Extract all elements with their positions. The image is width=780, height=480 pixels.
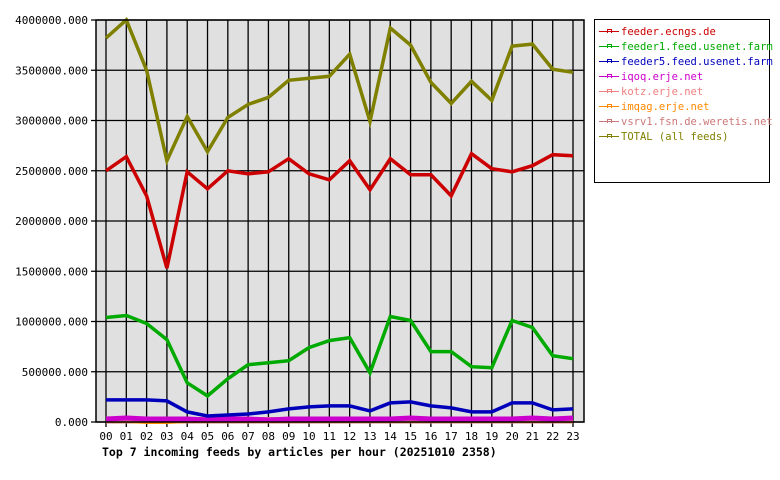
legend-line-marker-icon bbox=[599, 26, 619, 38]
y-tick-label: 2500000.000 bbox=[15, 165, 88, 178]
legend-line-marker-icon bbox=[599, 101, 619, 113]
x-tick-label: 18 bbox=[465, 430, 478, 443]
legend-label: TOTAL (all feeds) bbox=[621, 130, 729, 143]
legend: feeder.ecngs.de feeder1.feed.usenet.farm f… bbox=[594, 19, 773, 183]
x-tick-label: 21 bbox=[526, 430, 539, 443]
y-tick-label: 1000000.000 bbox=[15, 316, 88, 329]
legend-item: vsrv1.fsn.de.weretis.net bbox=[599, 114, 773, 129]
legend-label: feeder1.feed.usenet.farm bbox=[621, 40, 773, 53]
x-axis-labels: 00 01 02 03 04 05 06 07 08 09 10 11 12 13 14 15 16 17 18 19… bbox=[99, 430, 579, 443]
y-tick-label: 4000000.000 bbox=[15, 14, 88, 27]
legend-label: feeder.ecngs.de bbox=[621, 25, 716, 38]
legend-line-marker-icon bbox=[599, 56, 619, 68]
y-tick-label: 500000.000 bbox=[22, 366, 88, 379]
legend-item: kotz.erje.net bbox=[599, 84, 703, 99]
x-tick-label: 09 bbox=[282, 430, 295, 443]
legend-line-marker-icon bbox=[599, 41, 619, 53]
x-tick-label: 12 bbox=[343, 430, 356, 443]
legend-label: imqag.erje.net bbox=[621, 100, 710, 113]
legend-label: iqoq.erje.net bbox=[621, 70, 704, 83]
plot-border bbox=[95, 19, 585, 423]
legend-item: feeder.ecngs.de bbox=[599, 24, 716, 39]
y-tick-label: 1500000.000 bbox=[15, 265, 88, 278]
x-tick-label: 05 bbox=[201, 430, 214, 443]
x-tick-label: 06 bbox=[221, 430, 234, 443]
series-line-total-all-feeds- bbox=[104, 17, 574, 167]
x-tick-label: 04 bbox=[181, 430, 195, 443]
series-line-feeder1-feed-usenet-farm bbox=[105, 313, 574, 399]
legend-item: iqoq.erje.net bbox=[599, 69, 703, 84]
x-tick-label: 17 bbox=[445, 430, 458, 443]
x-tick-label: 23 bbox=[566, 430, 579, 443]
x-tick-label: 07 bbox=[242, 430, 255, 443]
series-line-feeder5-feed-usenet-farm bbox=[106, 398, 574, 418]
legend-item: feeder1.feed.usenet.farm bbox=[599, 39, 773, 54]
series-lines bbox=[104, 17, 574, 424]
legend-line-marker-icon bbox=[599, 131, 619, 143]
legend-item: TOTAL (all feeds) bbox=[599, 129, 728, 144]
series-line-feeder-ecngs-de bbox=[105, 151, 574, 269]
x-tick-label: 08 bbox=[262, 430, 275, 443]
y-tick-label: 2000000.000 bbox=[15, 215, 88, 228]
x-tick-label: 11 bbox=[323, 430, 336, 443]
legend-item: feeder5.feed.usenet.farm bbox=[599, 54, 773, 69]
legend-label: feeder5.feed.usenet.farm bbox=[621, 55, 773, 68]
y-tick-label: 3000000.000 bbox=[15, 115, 88, 128]
y-axis-labels: 0.000 500000.000 1000000.000 1500000.000 200… bbox=[15, 14, 88, 429]
x-tick-label: 00 bbox=[99, 430, 112, 443]
legend-line-marker-icon bbox=[599, 116, 619, 128]
legend-line-marker-icon bbox=[599, 71, 619, 83]
y-tick-label: 3500000.000 bbox=[15, 64, 88, 77]
x-tick-label: 20 bbox=[505, 430, 518, 443]
legend-line-marker-icon bbox=[599, 86, 619, 98]
x-tick-label: 03 bbox=[160, 430, 173, 443]
x-tick-label: 02 bbox=[140, 430, 153, 443]
y-tick-label: 0.000 bbox=[55, 416, 88, 429]
x-tick-label: 01 bbox=[120, 430, 133, 443]
chart-title: Top 7 incoming feeds by articles per hou… bbox=[102, 445, 497, 459]
x-tick-label: 10 bbox=[302, 430, 315, 443]
legend-item: imqag.erje.net bbox=[599, 99, 710, 114]
legend-label: kotz.erje.net bbox=[621, 85, 704, 98]
x-tick-label: 16 bbox=[424, 430, 437, 443]
series-line-iqoq-erje-net bbox=[105, 415, 574, 423]
x-tick-label: 13 bbox=[363, 430, 376, 443]
x-tick-label: 15 bbox=[404, 430, 417, 443]
x-tick-label: 22 bbox=[546, 430, 559, 443]
legend-label: vsrv1.fsn.de.weretis.net bbox=[621, 115, 773, 128]
x-tick-label: 19 bbox=[485, 430, 498, 443]
x-tick-label: 14 bbox=[384, 430, 398, 443]
